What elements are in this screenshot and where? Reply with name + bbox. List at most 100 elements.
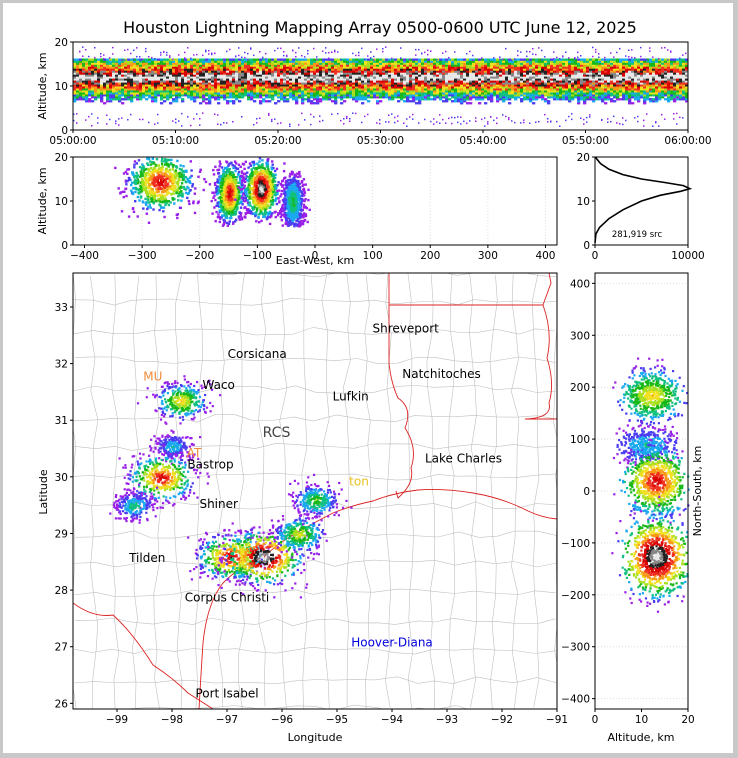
density-cell [247, 78, 251, 81]
density-dot [184, 57, 186, 59]
density-dot [280, 122, 282, 124]
density-cell [325, 58, 329, 61]
density-cell [358, 66, 362, 69]
density-cell [274, 70, 278, 73]
density-cell [256, 84, 260, 87]
density-cell [307, 72, 311, 75]
density-cell [523, 58, 527, 61]
density-cell [176, 183, 180, 186]
density-cell [565, 58, 569, 61]
density-cell [121, 90, 125, 93]
density-cell [307, 86, 311, 89]
density-cell [73, 94, 77, 97]
density-cell [274, 58, 278, 61]
density-dot [121, 59, 123, 61]
density-cell [523, 94, 527, 97]
density-dot [325, 47, 327, 49]
density-cell [475, 64, 479, 67]
density-cell [79, 94, 83, 97]
density-cell [319, 66, 323, 69]
density-cell [196, 66, 200, 69]
density-cell [130, 70, 134, 73]
density-cell [316, 100, 320, 103]
density-cell [232, 66, 236, 69]
density-cell [415, 64, 419, 67]
density-cell [508, 64, 512, 67]
density-cell [400, 82, 404, 85]
density-dot [526, 50, 528, 53]
density-cell [208, 86, 212, 89]
density-cell [460, 62, 464, 65]
density-cell [160, 78, 164, 81]
density-dot [82, 46, 84, 48]
density-cell [334, 96, 338, 99]
density-cell [265, 94, 269, 97]
density-cell [604, 58, 608, 61]
density-cell [610, 72, 614, 75]
density-cell [184, 62, 188, 65]
density-cell [436, 60, 440, 63]
density-cell [235, 70, 239, 73]
density-cell [280, 96, 284, 99]
density-cell [568, 82, 572, 85]
density-cell [148, 88, 152, 91]
density-dot [574, 57, 576, 59]
density-cell [541, 68, 545, 71]
density-cell [163, 96, 167, 99]
density-cell [136, 70, 140, 73]
density-cell [202, 74, 206, 77]
density-cell [337, 80, 341, 83]
density-cell [553, 74, 557, 77]
density-cell [175, 60, 179, 63]
density-cell [610, 84, 614, 87]
density-cell [85, 94, 89, 97]
density-cell [664, 58, 668, 61]
density-cell [622, 94, 626, 97]
density-cell [664, 98, 668, 101]
density-cell [175, 64, 179, 67]
density-cell [316, 74, 320, 77]
density-cell [607, 60, 611, 63]
density-cell [577, 74, 581, 77]
density-cell [475, 68, 479, 71]
density-cell [559, 80, 563, 83]
density-cell [481, 94, 485, 97]
density-cell [448, 66, 452, 69]
density-cell [152, 208, 155, 211]
density-cell [118, 58, 122, 61]
density-cell [589, 74, 593, 77]
density-cell [160, 206, 163, 209]
density-cell [526, 74, 530, 77]
density-cell [466, 102, 470, 105]
density-dot [325, 52, 327, 54]
density-cell [337, 58, 341, 61]
density-dot [166, 51, 168, 54]
density-cell [547, 94, 551, 97]
density-cell [147, 177, 150, 180]
density-cell [169, 80, 173, 83]
density-cell [289, 78, 293, 81]
density-cell [544, 70, 548, 73]
density-cell [376, 102, 380, 105]
density-dot [118, 124, 120, 126]
density-cell [655, 98, 659, 101]
density-cell [553, 86, 557, 89]
density-cell [115, 80, 119, 83]
density-dot [610, 52, 612, 54]
density-cell [310, 72, 314, 75]
density-dot [373, 59, 375, 61]
density-cell [628, 78, 632, 81]
density-cell [130, 64, 134, 67]
density-dot [271, 118, 273, 121]
density-cell [454, 88, 458, 91]
density-cell [481, 96, 485, 99]
density-cell [559, 78, 563, 81]
density-cell [568, 98, 572, 101]
density-cell [544, 72, 548, 75]
density-cell [619, 86, 623, 89]
density-dot [298, 124, 300, 126]
density-dot [109, 118, 111, 121]
density-cell [76, 74, 80, 77]
density-cell [124, 90, 128, 93]
density-cell [73, 78, 77, 81]
